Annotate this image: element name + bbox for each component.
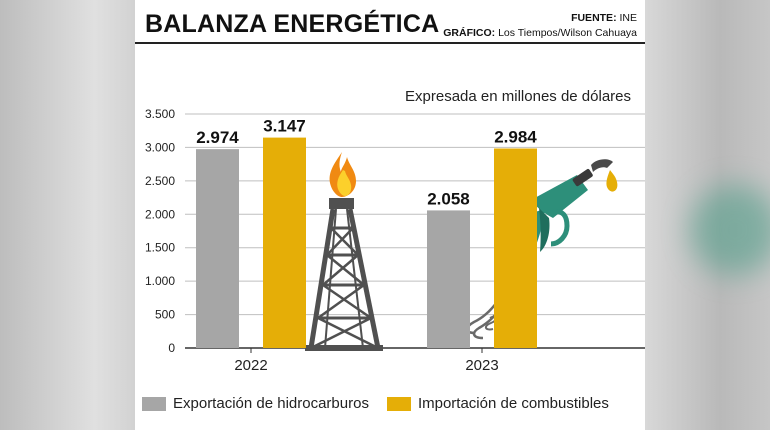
y-tick-label: 1.500: [145, 241, 175, 255]
data-label: 2.974: [196, 128, 239, 147]
y-tick-label: 2.000: [145, 207, 175, 221]
grid-layer: 0 500 1.000 1.500 2.000 2.500 3.000 3.500: [145, 107, 645, 355]
graphic-label: GRÁFICO:: [443, 27, 496, 39]
y-tick-label: 3.500: [145, 107, 175, 121]
x-tick-label: 2022: [234, 357, 267, 374]
units-note: Expresada en millones de dólares: [405, 88, 631, 105]
data-label: 3.147: [263, 117, 306, 136]
legend-item-import: Importación de combustibles: [386, 395, 609, 412]
y-tick-label: 1.000: [145, 274, 175, 288]
graphic-line: GRÁFICO: Los Tiempos/Wilson Cahuaya: [443, 26, 637, 41]
legend-swatch-import: [386, 396, 411, 411]
legend: Exportación de hidrocarburos Importación…: [142, 395, 642, 412]
y-tick-label: 0: [168, 341, 175, 355]
illustration-layer: [305, 152, 618, 351]
bar: [494, 148, 537, 348]
flame-icon: [329, 152, 356, 197]
source-label: FUENTE:: [571, 12, 617, 24]
y-tick-label: 500: [155, 308, 175, 322]
data-label: 2.058: [427, 189, 470, 208]
source-line: FUENTE: INE: [443, 11, 637, 26]
background-left: [0, 0, 135, 430]
bar: [196, 149, 239, 348]
legend-label-import: Importación de combustibles: [417, 395, 609, 412]
source-value: INE: [619, 12, 637, 24]
bar-chart: 0 500 1.000 1.500 2.000 2.500 3.000 3.500: [145, 107, 645, 374]
oil-derrick-icon: [305, 198, 383, 351]
data-label: 2.984: [494, 127, 537, 146]
labels-layer: 2.974 2.058 3.147 2.984 2022 2023: [196, 117, 537, 374]
title-rule: [135, 42, 645, 44]
y-tick-label: 2.500: [145, 174, 175, 188]
x-tick-label: 2023: [465, 357, 498, 374]
background-blur: [690, 185, 770, 275]
legend-label-export: Exportación de hidrocarburos: [173, 395, 369, 412]
infographic-panel: BALANZA ENERGÉTICA FUENTE: INE GRÁFICO: …: [135, 0, 645, 430]
bar: [427, 210, 470, 348]
credits: FUENTE: INE GRÁFICO: Los Tiempos/Wilson …: [443, 11, 637, 41]
graphic-value: Los Tiempos/Wilson Cahuaya: [498, 27, 637, 39]
y-tick-label: 3.000: [145, 140, 175, 154]
legend-item-export: Exportación de hidrocarburos: [142, 395, 369, 412]
fuel-pump-icon: [466, 159, 618, 340]
chart-title: BALANZA ENERGÉTICA: [145, 10, 440, 38]
bar: [263, 137, 306, 348]
legend-swatch-export: [142, 396, 166, 411]
bars-layer: [196, 137, 537, 348]
